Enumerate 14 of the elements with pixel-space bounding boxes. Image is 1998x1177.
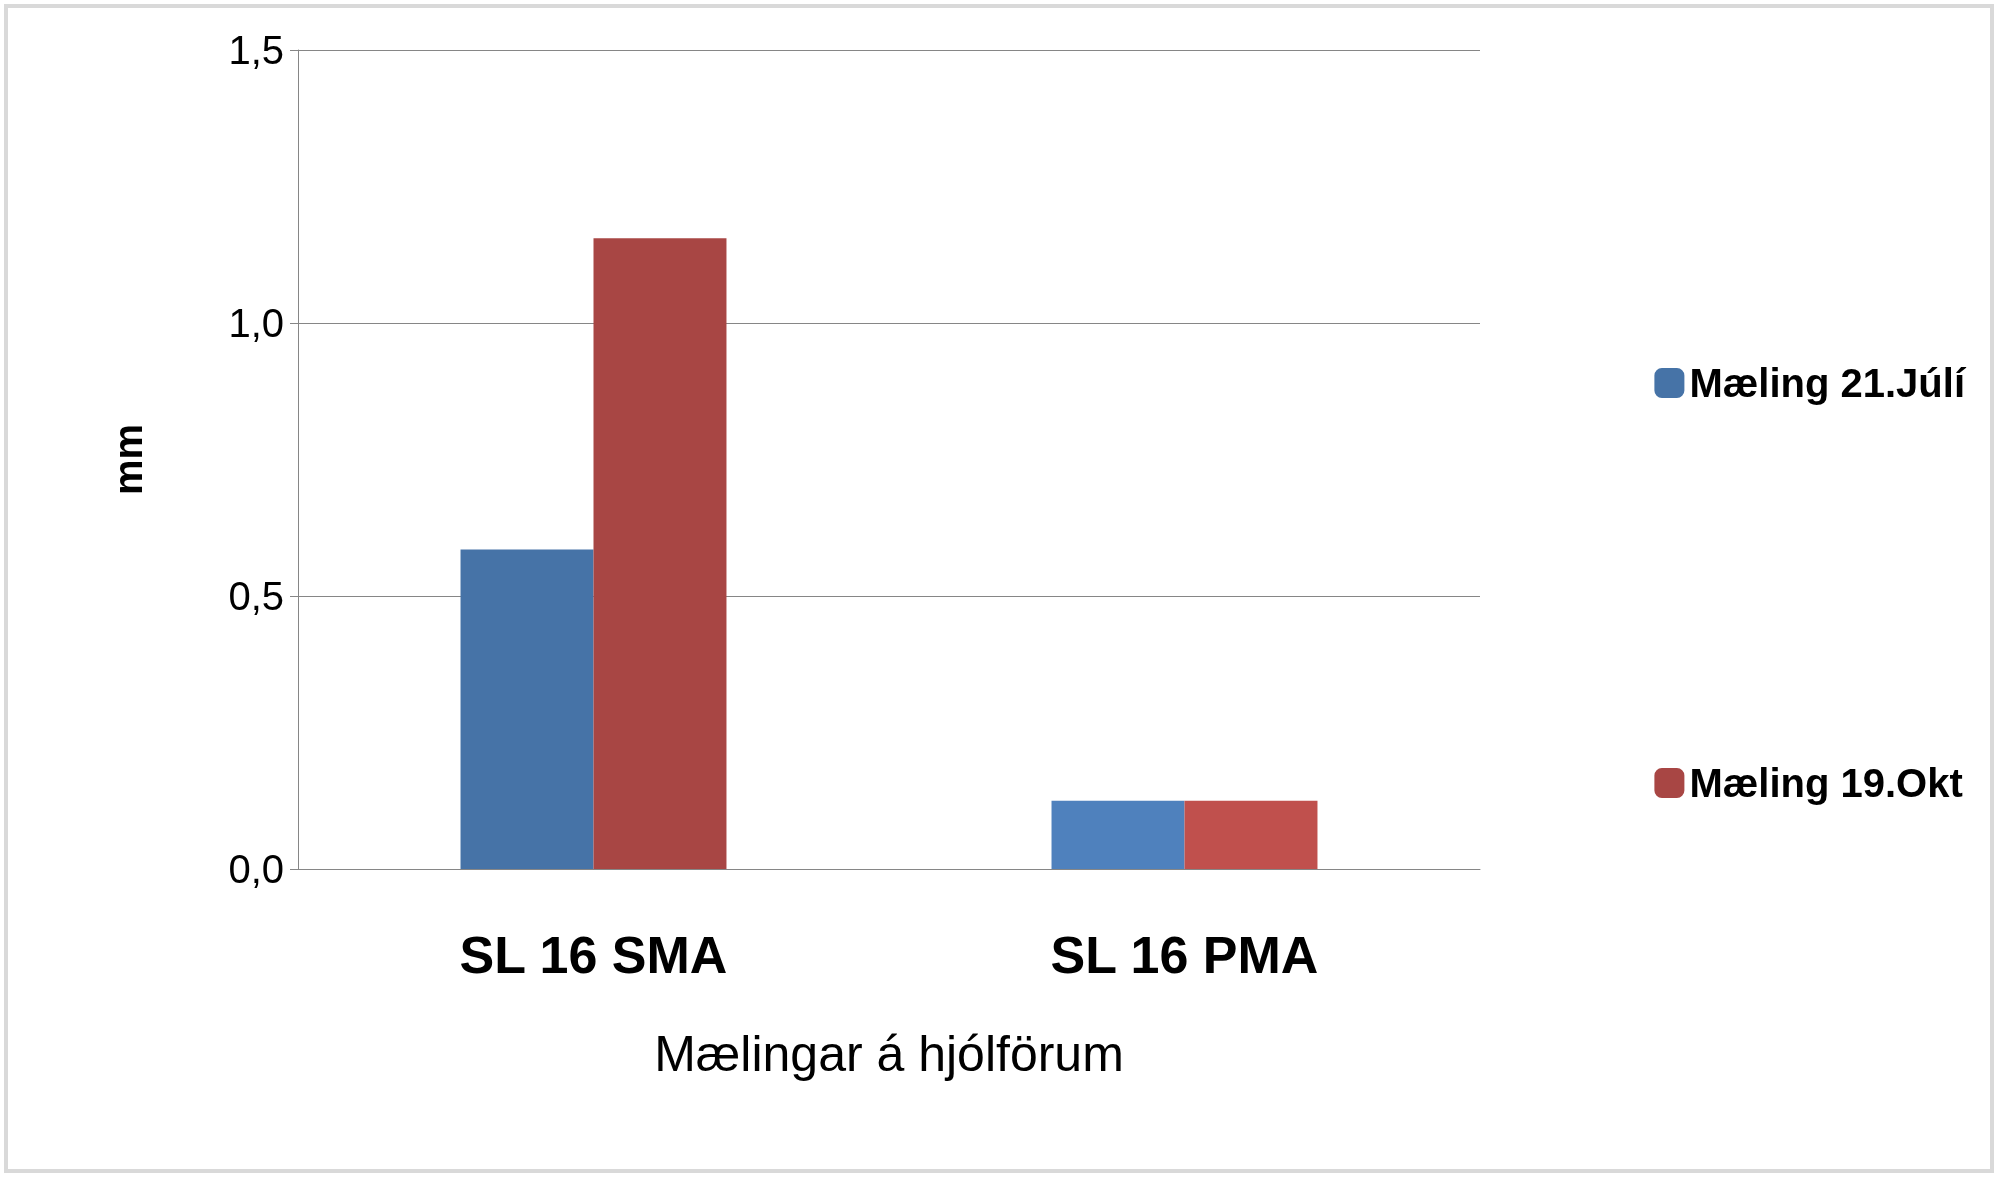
- bar: [1051, 800, 1185, 869]
- legend-label: Mæling 19.Okt: [1689, 761, 1963, 805]
- y-tick-label: 1,0: [228, 301, 284, 345]
- bar: [593, 238, 727, 869]
- y-tick-label: 1,5: [228, 28, 284, 72]
- x-tick-label: SL 16 PMA: [1050, 926, 1319, 984]
- y-tick-label: 0,0: [228, 847, 284, 891]
- bar: [460, 549, 594, 869]
- legend-label: Mæling 21.Júlí: [1689, 361, 1967, 405]
- bar: [1184, 800, 1318, 869]
- y-tick-label: 0,5: [228, 574, 284, 618]
- x-axis-title: Mælingar á hjólförum: [654, 1026, 1124, 1082]
- y-axis-title: mm: [106, 423, 150, 496]
- x-tick-label: SL 16 SMA: [459, 926, 728, 984]
